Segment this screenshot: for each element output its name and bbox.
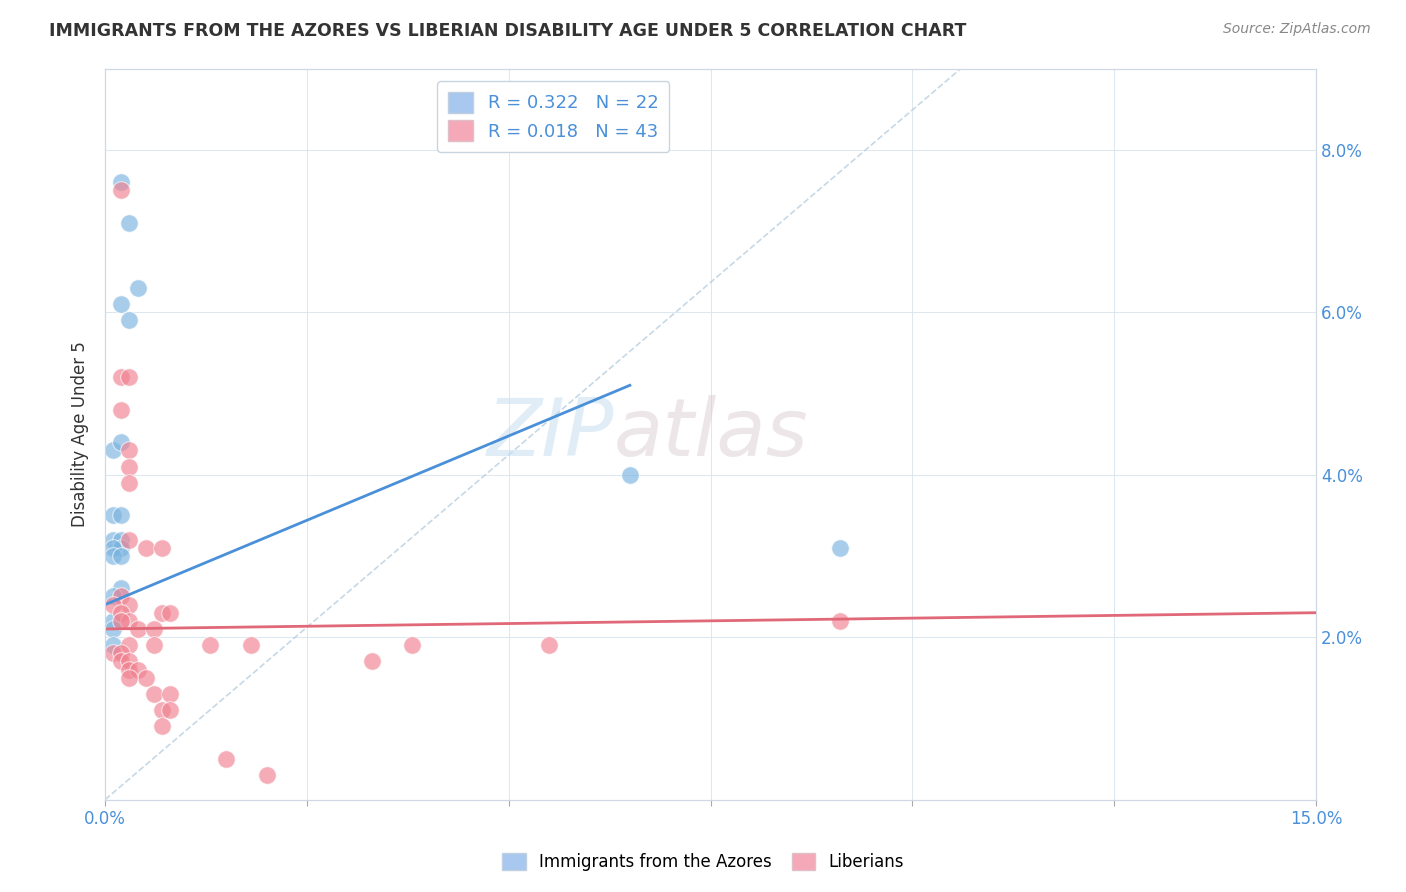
Legend: R = 0.322   N = 22, R = 0.018   N = 43: R = 0.322 N = 22, R = 0.018 N = 43 — [437, 81, 669, 152]
Point — [118, 459, 141, 474]
Point — [215, 752, 238, 766]
Point — [159, 606, 181, 620]
Point — [103, 614, 125, 628]
Point — [135, 671, 157, 685]
Point — [110, 606, 132, 620]
Point — [110, 370, 132, 384]
Point — [110, 183, 132, 197]
Point — [619, 467, 641, 482]
Point — [135, 541, 157, 555]
Point — [110, 614, 132, 628]
Point — [103, 541, 125, 555]
Point — [118, 533, 141, 547]
Point — [118, 475, 141, 490]
Point — [110, 508, 132, 523]
Point — [103, 646, 125, 660]
Point — [103, 508, 125, 523]
Point — [103, 622, 125, 636]
Text: ZIP: ZIP — [486, 395, 614, 473]
Point — [118, 638, 141, 652]
Point — [142, 622, 165, 636]
Point — [103, 549, 125, 563]
Point — [828, 541, 851, 555]
Point — [118, 671, 141, 685]
Point — [256, 768, 278, 782]
Point — [127, 281, 149, 295]
Point — [103, 590, 125, 604]
Point — [127, 622, 149, 636]
Point — [103, 638, 125, 652]
Point — [150, 703, 173, 717]
Point — [127, 663, 149, 677]
Point — [118, 614, 141, 628]
Point — [110, 646, 132, 660]
Point — [142, 687, 165, 701]
Text: IMMIGRANTS FROM THE AZORES VS LIBERIAN DISABILITY AGE UNDER 5 CORRELATION CHART: IMMIGRANTS FROM THE AZORES VS LIBERIAN D… — [49, 22, 966, 40]
Point — [110, 541, 132, 555]
Point — [118, 598, 141, 612]
Point — [150, 541, 173, 555]
Point — [159, 687, 181, 701]
Point — [118, 655, 141, 669]
Point — [538, 638, 561, 652]
Point — [110, 175, 132, 189]
Point — [103, 598, 125, 612]
Point — [828, 614, 851, 628]
Y-axis label: Disability Age Under 5: Disability Age Under 5 — [72, 341, 89, 527]
Point — [110, 655, 132, 669]
Point — [150, 719, 173, 733]
Point — [118, 663, 141, 677]
Point — [110, 590, 132, 604]
Point — [150, 606, 173, 620]
Point — [239, 638, 262, 652]
Point — [110, 582, 132, 596]
Point — [103, 533, 125, 547]
Point — [118, 313, 141, 327]
Point — [118, 370, 141, 384]
Text: Source: ZipAtlas.com: Source: ZipAtlas.com — [1223, 22, 1371, 37]
Point — [159, 703, 181, 717]
Point — [401, 638, 423, 652]
Text: atlas: atlas — [614, 395, 808, 473]
Point — [118, 443, 141, 458]
Point — [110, 549, 132, 563]
Point — [142, 638, 165, 652]
Point — [110, 533, 132, 547]
Point — [110, 402, 132, 417]
Point — [110, 297, 132, 311]
Point — [110, 435, 132, 450]
Point — [360, 655, 382, 669]
Legend: Immigrants from the Azores, Liberians: Immigrants from the Azores, Liberians — [494, 845, 912, 880]
Point — [198, 638, 221, 652]
Point — [118, 216, 141, 230]
Point — [103, 443, 125, 458]
